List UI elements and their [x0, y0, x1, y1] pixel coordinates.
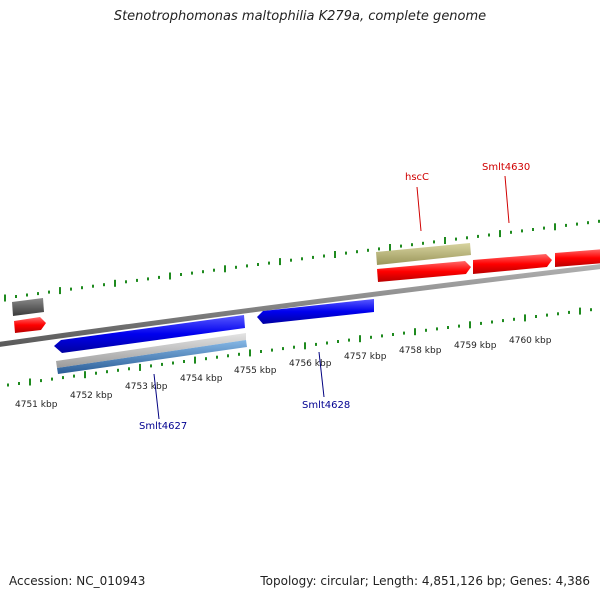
kbp-label: 4759 kbp	[454, 341, 497, 351]
kbp-label: 4758 kbp	[399, 346, 442, 356]
smlt4630-label[interactable]: Smlt4630	[482, 162, 530, 173]
genome-summary-text: Topology: circular; Length: 4,851,126 bp…	[260, 574, 590, 588]
genome-backbone	[0, 264, 600, 347]
kbp-label: 4756 kbp	[289, 359, 332, 369]
hscC-trna[interactable]	[376, 243, 471, 265]
smlt4630-leader-line	[504, 175, 510, 224]
kbp-label: 4753 kbp	[125, 382, 168, 392]
smlt4627-leader-line	[153, 373, 160, 420]
kbp-label: 4754 kbp	[180, 374, 223, 384]
smlt4628-leader-line	[318, 351, 325, 398]
smlt4630-cds[interactable]	[473, 254, 552, 274]
smlt4628-cds[interactable]	[257, 299, 374, 324]
hscC-cds[interactable]	[377, 261, 471, 282]
hscC-label[interactable]: hscC	[405, 172, 429, 183]
steel-feature[interactable]	[57, 340, 247, 374]
kbp-label: 4760 kbp	[509, 336, 552, 346]
kbp-label: 4757 kbp	[344, 352, 387, 362]
grey-feature[interactable]	[12, 298, 44, 316]
map-title: Stenotrophomonas maltophilia K279a, comp…	[113, 9, 487, 24]
gene-label-group: hscC Smlt4630 Smlt4627 Smlt4628	[139, 162, 530, 432]
feature-track	[12, 243, 600, 374]
inner-tick-ring	[7, 307, 592, 387]
accession-text: Accession: NC_010943	[9, 574, 146, 588]
kbp-label: 4751 kbp	[15, 400, 58, 410]
kbp-label-group: 4751 kbp 4752 kbp 4753 kbp 4754 kbp 4755…	[15, 336, 552, 410]
smlt4627-cds[interactable]	[54, 315, 245, 353]
next-forward-cds[interactable]	[555, 249, 600, 267]
kbp-label: 4752 kbp	[70, 391, 113, 401]
outer-tick-ring	[4, 219, 600, 302]
forward-cds-feature[interactable]	[14, 317, 46, 333]
light-grey-feature[interactable]	[56, 333, 246, 368]
smlt4627-label[interactable]: Smlt4627	[139, 421, 187, 432]
smlt4628-label[interactable]: Smlt4628	[302, 400, 350, 411]
hscC-leader-line	[416, 186, 422, 232]
kbp-label: 4755 kbp	[234, 366, 277, 376]
